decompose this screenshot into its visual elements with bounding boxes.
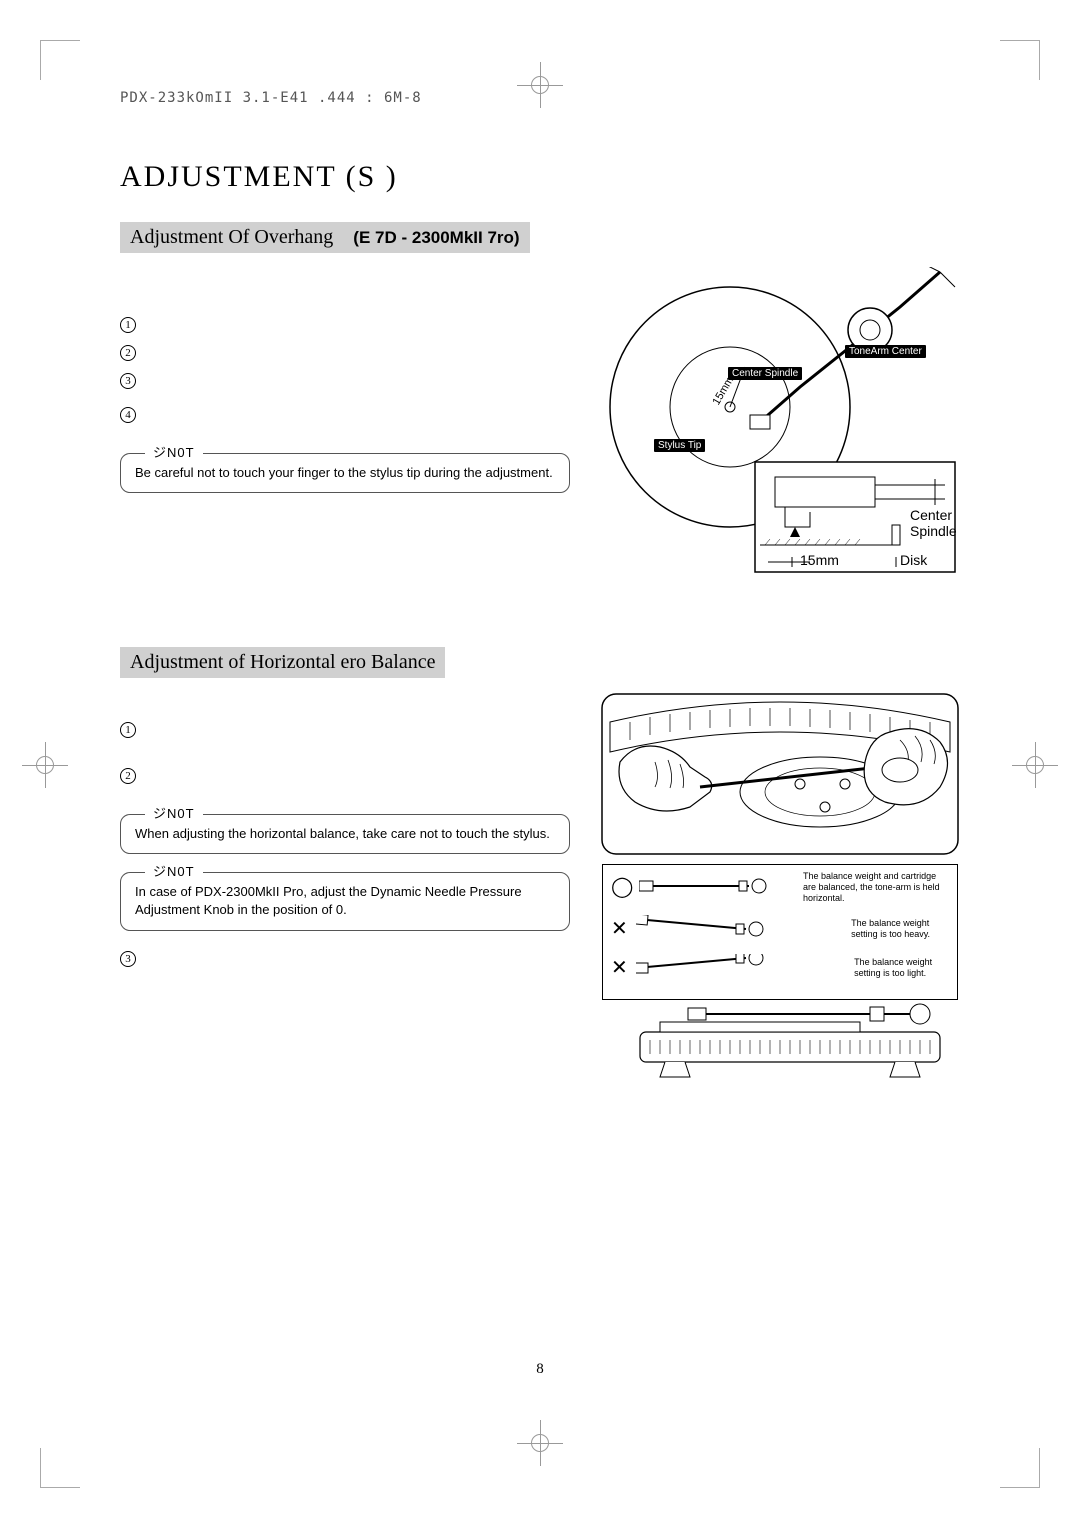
dim-15mm-bottom: 15mm: [800, 552, 839, 568]
page-number: 8: [536, 1361, 544, 1378]
legend-light: ✕ The balance weight setting is too ligh…: [611, 954, 949, 981]
note-text: Be careful not to touch your finger to t…: [135, 465, 553, 480]
balance-steps: 1 2: [120, 722, 570, 784]
legend-heavy: ✕ The balance weight setting is too heav…: [611, 915, 949, 942]
note-label: ジN0T: [145, 444, 203, 462]
balance-note-1: ジN0T When adjusting the horizontal balan…: [120, 814, 570, 854]
legend-ok-text: The balance weight and cartridge are bal…: [803, 871, 949, 903]
ok-icon: ◯: [611, 875, 631, 899]
note-label: ジN0T: [145, 805, 203, 823]
stylus-tip-label: Stylus Tip: [654, 439, 705, 452]
step-4-icon: 4: [120, 407, 136, 423]
step-2-icon: 2: [120, 345, 136, 361]
crop-mark: [1000, 40, 1040, 80]
crop-mark: [40, 40, 80, 80]
registration-mark: [525, 1428, 555, 1458]
step-2-icon: 2: [120, 768, 136, 784]
crop-mark: [40, 1448, 80, 1488]
tonearm-level-icon: [639, 877, 795, 897]
step-1-icon: 1: [120, 317, 136, 333]
note-text: When adjusting the horizontal balance, t…: [135, 826, 550, 841]
legend-heavy-text: The balance weight setting is too heavy.: [851, 918, 949, 940]
overhang-note: ジN0T Be careful not to touch your finger…: [120, 453, 570, 493]
center-spindle-label: Center Spindle: [728, 367, 802, 380]
page-title: ADJUSTMENT (S ): [120, 160, 960, 194]
note-text: In case of PDX-2300MkII Pro, adjust the …: [135, 884, 522, 917]
section-title-model: (E 7D - 2300MkII 7ro): [353, 228, 519, 247]
bad-icon: ✕: [611, 917, 628, 941]
legend-ok: ◯ The balance weight and cartridge are b…: [611, 871, 949, 903]
overhang-steps: 1 2 3 4: [120, 317, 570, 423]
crop-mark: [1000, 1448, 1040, 1488]
header-meta: PDX-233kOmII 3.1-E41 .444 : 6M-8: [120, 90, 422, 106]
registration-mark: [30, 750, 60, 780]
section-overhang-title: Adjustment Of Overhang (E 7D - 2300MkII …: [120, 222, 530, 253]
section-balance-title: Adjustment of Horizontal ero Balance: [120, 647, 445, 678]
registration-mark: [1020, 750, 1050, 780]
legend-light-text: The balance weight setting is too light.: [854, 957, 949, 979]
balance-note-2: ジN0T In case of PDX-2300MkII Pro, adjust…: [120, 872, 570, 930]
disk-label: Disk: [900, 552, 927, 568]
note-label: ジN0T: [145, 863, 203, 881]
step-1-icon: 1: [120, 722, 136, 738]
tonearm-heavy-icon: [636, 915, 843, 942]
step-3-icon: 3: [120, 373, 136, 389]
balance-diagram: ◯ The balance weight and cartridge are b…: [600, 692, 960, 1092]
balance-step-3: 3: [120, 951, 570, 967]
tonearm-light-icon: [636, 954, 846, 981]
tonearm-center-label: ToneArm Center: [845, 345, 926, 358]
step-3-icon: 3: [120, 951, 136, 967]
bad-icon: ✕: [611, 956, 628, 980]
overhang-diagram: ToneArm Center Center Spindle Stylus Tip…: [600, 267, 960, 587]
registration-mark: [525, 70, 555, 100]
balance-legend: ◯ The balance weight and cartridge are b…: [602, 864, 958, 1000]
section-title-left: Adjustment Of Overhang: [130, 226, 333, 248]
center-spindle-inset-label: Center Spindle: [910, 507, 960, 539]
balance-title: Adjustment of Horizontal ero Balance: [130, 651, 435, 673]
